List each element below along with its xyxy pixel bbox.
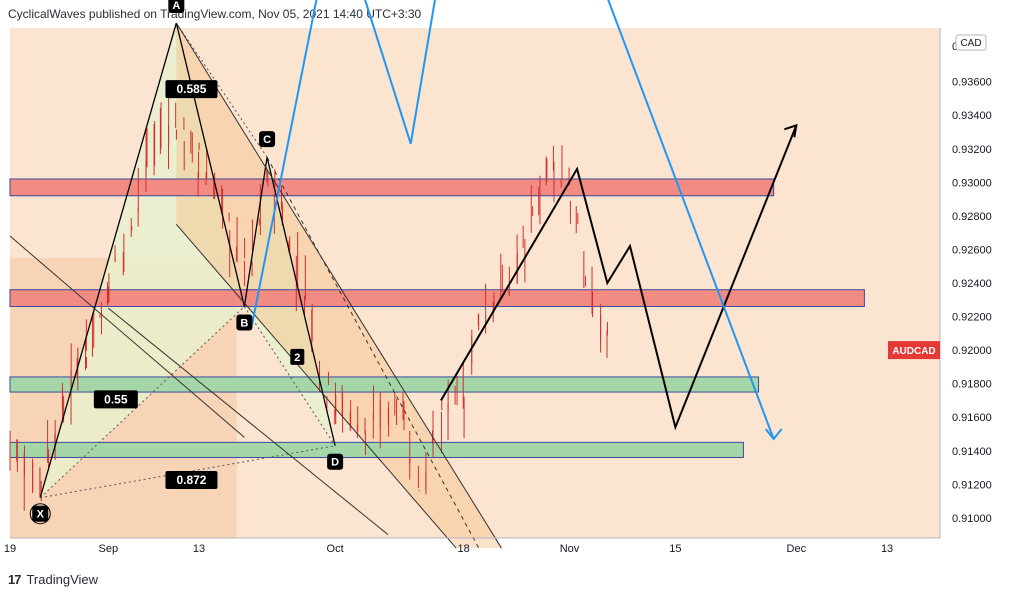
y-tick-label: 0.92000 xyxy=(952,345,992,357)
candlesticks xyxy=(9,96,608,511)
x-tick-label: 19 xyxy=(4,543,16,555)
symbol-label: AUDCAD xyxy=(892,346,935,357)
point-badge xyxy=(236,314,253,331)
y-tick-label: 0.91400 xyxy=(952,446,992,458)
x-tick-label: Dec xyxy=(787,543,807,555)
y-tick-label: 0.91600 xyxy=(952,412,992,424)
ratio-badge xyxy=(93,390,138,409)
support-resistance-zones xyxy=(9,178,865,458)
point-circle-X xyxy=(29,503,51,525)
wave-badge xyxy=(290,348,305,365)
currency-badge xyxy=(955,34,987,51)
y-tick-label: 0.92600 xyxy=(952,244,992,256)
pattern-labels: X A B C D 0.585 0.55 0.872 2 xyxy=(29,0,344,525)
zone-green-3 xyxy=(9,441,744,458)
trendline-left-2 xyxy=(107,307,389,536)
channel-midline xyxy=(266,156,480,549)
black-projection-arrowhead xyxy=(784,123,798,138)
point-text: D xyxy=(331,457,339,469)
blue-projection-path xyxy=(250,0,775,440)
ratio-text: 0.585 xyxy=(176,82,206,96)
x-tick-label: Oct xyxy=(327,543,344,555)
pattern-leg-XA xyxy=(39,22,177,498)
ratio-badge xyxy=(165,80,218,99)
pattern-leg-CD xyxy=(266,157,336,446)
x-tick-label: 18 xyxy=(458,543,470,555)
y-tick-label: 0.93400 xyxy=(952,110,992,122)
point-text: A xyxy=(172,0,180,12)
y-tick-label: 0.92400 xyxy=(952,278,992,290)
point-text: C xyxy=(263,134,271,146)
projection-lines xyxy=(250,0,798,441)
x-tick-label: 13 xyxy=(881,543,893,555)
channel-line-upper xyxy=(175,22,502,549)
symbol-badge xyxy=(888,341,940,360)
x-tick-label: 15 xyxy=(669,543,681,555)
y-tick-label: 0.93000 xyxy=(952,177,992,189)
dash-ac xyxy=(175,22,268,158)
zone-red-0 xyxy=(9,178,775,197)
wave-label: 2 xyxy=(294,352,300,364)
pattern-leg-BC xyxy=(243,157,268,307)
x-tick-label: 13 xyxy=(193,543,205,555)
y-tick-label: 0.93200 xyxy=(952,144,992,156)
point-label-C: C xyxy=(259,131,276,148)
y-tick-label: 0.91000 xyxy=(952,513,992,525)
zone-green-2 xyxy=(9,376,760,393)
x-tick-label: Nov xyxy=(560,543,580,555)
y-tick-label: 0.91200 xyxy=(952,479,992,491)
zone-red-1 xyxy=(9,289,865,307)
ratio-badge xyxy=(165,470,218,489)
y-tick-label: 0.92800 xyxy=(952,211,992,223)
point-badge xyxy=(327,453,344,470)
point-text: X xyxy=(37,509,45,521)
harmonic-pattern xyxy=(9,22,502,549)
y-axis-top-label: 0 xyxy=(952,41,958,53)
point-badge xyxy=(168,0,185,13)
black-projection-path xyxy=(440,124,798,431)
point-text: B xyxy=(240,317,248,329)
y-tick-label: 0.92200 xyxy=(952,312,992,324)
ratio-text: 0.872 xyxy=(176,473,206,487)
point-badge xyxy=(259,131,276,148)
axes: 0.93600 0.93400 0.93200 0.93000 0.92800 0.926… xyxy=(4,28,992,555)
x-tick-label: Sep xyxy=(99,543,119,555)
y-tick-label: 0.91800 xyxy=(952,379,992,391)
dash-xb xyxy=(39,306,245,499)
tradingview-logo-icon: 17 xyxy=(8,572,22,587)
point-label-X: X xyxy=(29,503,51,525)
ratio-text: 0.55 xyxy=(104,392,128,406)
point-badge xyxy=(32,505,49,522)
currency-label: CAD xyxy=(960,38,981,49)
pattern-leg-AB xyxy=(175,22,246,307)
point-label-B: B xyxy=(236,314,253,331)
channel-line-lower xyxy=(175,223,457,549)
point-label-D: D xyxy=(327,453,344,470)
blue-projection-arrowhead xyxy=(764,428,783,441)
footer: 17 TradingView xyxy=(8,572,98,587)
point-label-A: A xyxy=(168,0,185,13)
publish-info: CyclicalWaves published on TradingView.c… xyxy=(8,7,422,21)
y-tick-label: 0.93600 xyxy=(952,77,992,89)
trendline-left-1 xyxy=(9,235,245,438)
tradingview-brand[interactable]: TradingView xyxy=(26,572,99,587)
